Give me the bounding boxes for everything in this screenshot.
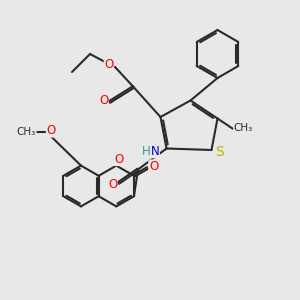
Text: CH₃: CH₃ bbox=[234, 123, 253, 133]
Text: O: O bbox=[46, 124, 56, 137]
Text: O: O bbox=[104, 58, 113, 71]
Text: O: O bbox=[99, 94, 108, 107]
Text: CH₃: CH₃ bbox=[17, 127, 36, 137]
Text: N: N bbox=[151, 145, 159, 158]
Text: O: O bbox=[149, 160, 158, 173]
Text: S: S bbox=[215, 145, 224, 158]
Text: H: H bbox=[142, 145, 151, 158]
Text: O: O bbox=[108, 178, 117, 191]
Text: O: O bbox=[114, 152, 123, 166]
